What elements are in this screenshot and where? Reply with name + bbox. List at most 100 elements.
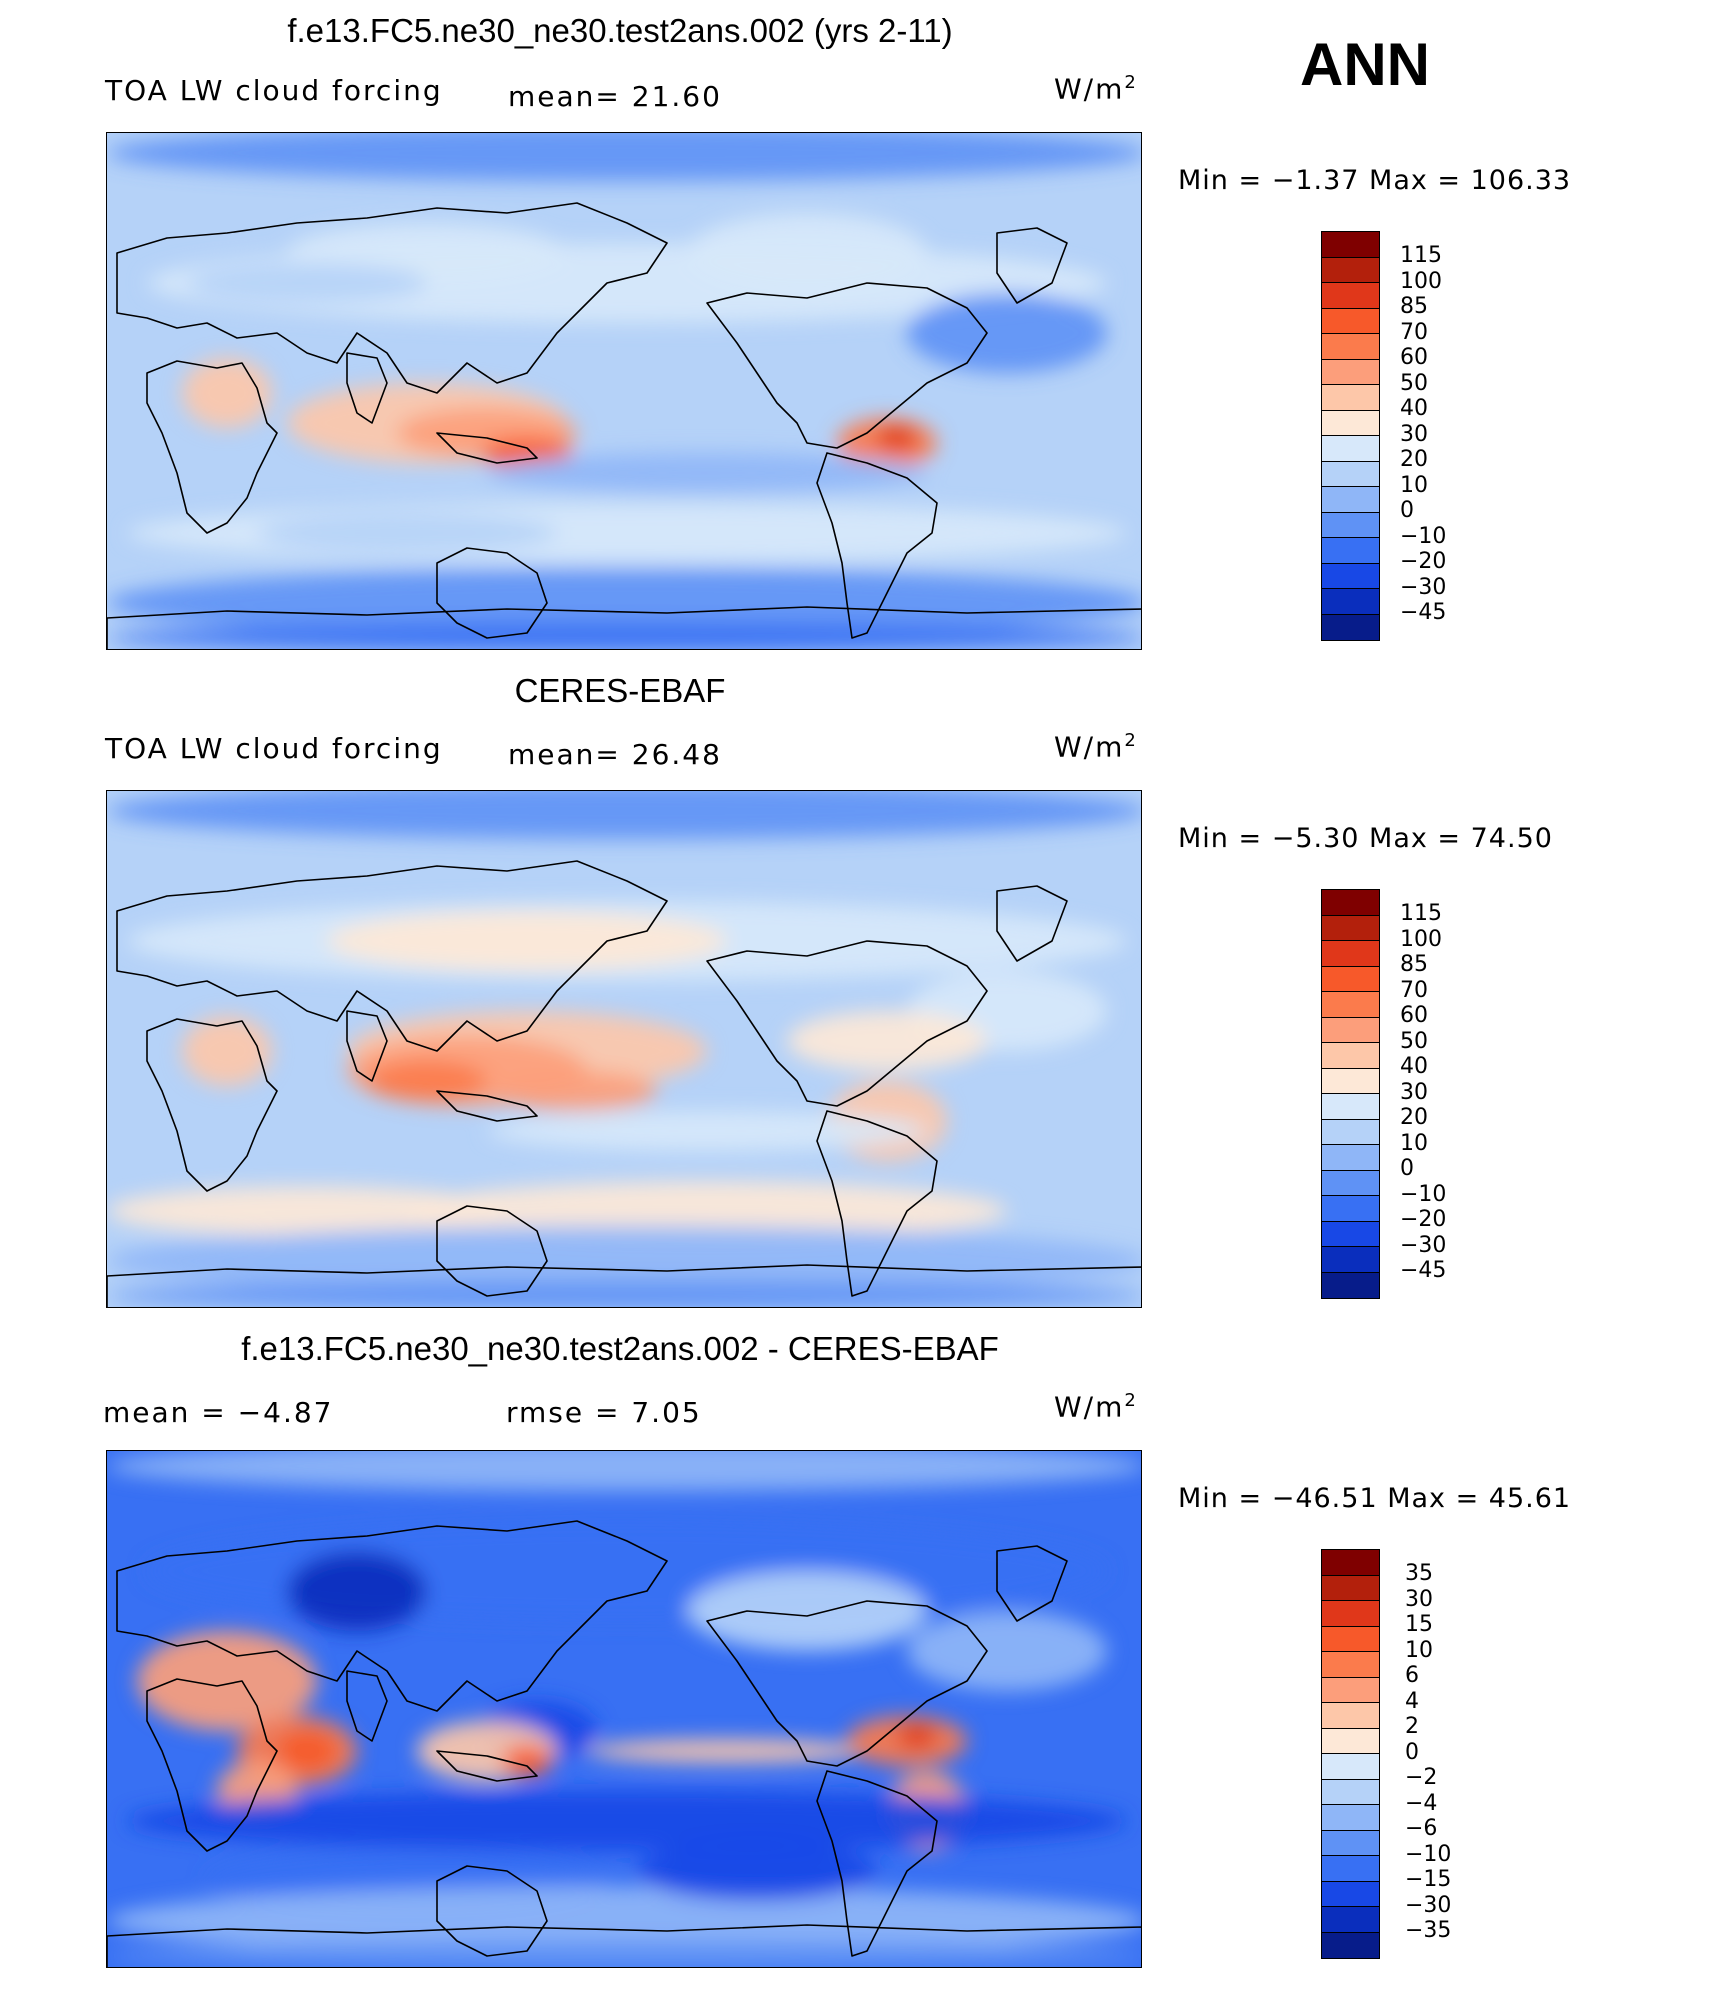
coastline (107, 1264, 1141, 1307)
field-region (687, 1571, 927, 1651)
panel-1-map (106, 132, 1142, 650)
coastline (116, 202, 668, 394)
colorbar-swatch (1322, 1805, 1379, 1831)
colorbar-swatch (1322, 359, 1379, 385)
colorbar-swatch (1322, 436, 1379, 462)
colorbar-tick-label: 100 (1400, 268, 1442, 294)
units-superscript: 2 (1124, 730, 1136, 751)
coastline (996, 1545, 1068, 1622)
colorbar-swatch (1322, 1856, 1379, 1882)
colorbar-tick-label: −20 (1400, 549, 1447, 574)
colorbar-tick-label: −45 (1400, 1258, 1447, 1283)
colorbar-swatch (1322, 1043, 1379, 1069)
field-region (687, 213, 927, 293)
coastline (436, 1750, 538, 1782)
field-region (287, 1551, 427, 1631)
colorbar-tick-label: −30 (1405, 1892, 1452, 1918)
field-region (107, 133, 1141, 181)
field-region (107, 791, 1141, 839)
colorbar-tick-label: 4 (1405, 1688, 1419, 1714)
units-superscript: 2 (1124, 72, 1136, 93)
colorbar-swatch (1322, 1907, 1379, 1933)
colorbar-tick-label: 6 (1405, 1663, 1419, 1688)
colorbar-swatch (1322, 1575, 1379, 1601)
panel-3-map (106, 1450, 1142, 1968)
colorbar-swatch (1322, 1703, 1379, 1729)
colorbar-swatch (1322, 1652, 1379, 1678)
colorbar-swatch (1322, 1550, 1379, 1576)
colorbar-tick-label: −6 (1405, 1816, 1438, 1841)
field-region (107, 1226, 1141, 1296)
colorbar-tick-label: 0 (1400, 498, 1414, 523)
colorbar-tick-label: −30 (1400, 574, 1447, 600)
coastline (436, 1865, 548, 1957)
coastline (996, 227, 1068, 304)
coastline (816, 452, 938, 639)
field-region (587, 1739, 867, 1763)
colorbar-swatch (1322, 1626, 1379, 1652)
panel-2-field-label: TOA LW cloud forcing (105, 732, 443, 765)
field-region (107, 1186, 507, 1236)
colorbar-swatch (1322, 1145, 1379, 1171)
panel-2-colorbar (1321, 889, 1380, 1299)
colorbar-tick-label: 50 (1400, 1028, 1428, 1054)
map-field (107, 133, 1141, 649)
colorbar-tick-label: 35 (1405, 1561, 1433, 1586)
panel-3-mean-label: mean = −4.87 (103, 1396, 334, 1429)
field-region (107, 623, 1141, 649)
colorbar-swatch (1322, 1119, 1379, 1145)
panel-2-minmax: Min = −5.30 Max = 74.50 (1178, 823, 1553, 854)
colorbar-tick-label: 60 (1400, 345, 1428, 370)
colorbar-swatch (1322, 941, 1379, 967)
colorbar-tick-label: 20 (1400, 447, 1428, 472)
colorbar-tick-label: −15 (1405, 1867, 1452, 1892)
map-field (107, 1451, 1141, 1967)
panel-2-mean-label: mean= 26.48 (508, 738, 722, 771)
field-region (137, 1631, 317, 1731)
colorbar-tick-label: 2 (1405, 1714, 1419, 1739)
coastline (146, 1018, 278, 1192)
field-region (487, 453, 927, 493)
panel-1-units: W/m2 (1054, 72, 1136, 105)
coastline (116, 860, 668, 1052)
colorbar-swatch (1322, 614, 1379, 640)
field-region (787, 1011, 987, 1071)
colorbar-swatch (1322, 410, 1379, 436)
panel-1-field-label: TOA LW cloud forcing (105, 74, 443, 107)
field-region (277, 1731, 337, 1771)
colorbar-tick-label: 115 (1400, 901, 1442, 926)
units-text: W/m (1054, 730, 1125, 764)
colorbar-tick-label: 0 (1400, 1156, 1414, 1181)
coastline (706, 282, 988, 449)
colorbar-swatch (1322, 1170, 1379, 1196)
colorbar-swatch (1322, 1830, 1379, 1856)
coastline (706, 940, 988, 1107)
colorbar-swatch (1322, 385, 1379, 411)
field-region (877, 426, 917, 450)
colorbar-tick-label: −4 (1405, 1790, 1438, 1816)
coastline (346, 352, 388, 424)
colorbar-swatch (1322, 1881, 1379, 1907)
coastline (816, 1110, 938, 1297)
colorbar-tick-label: 85 (1400, 294, 1428, 319)
colorbar-tick-label: 0 (1405, 1739, 1419, 1765)
field-region (107, 1886, 1141, 1956)
units-text: W/m (1054, 1390, 1125, 1424)
field-region (257, 513, 557, 553)
colorbar-swatch (1322, 992, 1379, 1018)
field-region (907, 1611, 1107, 1691)
colorbar-tick-label: 85 (1400, 952, 1428, 977)
colorbar-swatch (1322, 563, 1379, 589)
field-region (107, 1941, 1141, 1967)
coastline (107, 606, 1141, 649)
coastline (346, 1670, 388, 1742)
colorbar-swatch (1322, 334, 1379, 360)
colorbar-tick-label: −30 (1400, 1232, 1447, 1258)
field-region (502, 1746, 552, 1776)
field-region (407, 1181, 1007, 1241)
colorbar-swatch (1322, 308, 1379, 334)
colorbar-tick-label: 15 (1405, 1612, 1433, 1637)
panel-3-title: f.e13.FC5.ne30_ne30.test2ans.002 - CERES… (241, 1330, 999, 1367)
field-region (147, 1521, 1107, 1621)
map-field (107, 791, 1141, 1307)
